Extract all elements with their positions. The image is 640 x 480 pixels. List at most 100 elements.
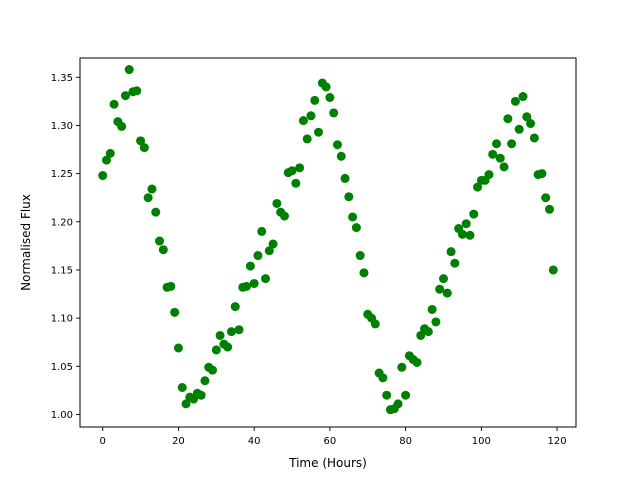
x-axis-label: Time (Hours) <box>288 456 367 470</box>
data-point <box>522 112 532 122</box>
data-point <box>510 96 520 106</box>
data-point <box>401 390 411 400</box>
data-point <box>488 149 498 159</box>
x-tick-label: 80 <box>399 436 412 447</box>
data-point <box>109 99 119 109</box>
data-point <box>348 212 358 222</box>
data-point <box>132 86 142 96</box>
data-point <box>158 245 168 255</box>
data-point <box>310 95 320 105</box>
data-point <box>344 192 354 202</box>
plot-frame <box>79 57 577 428</box>
data-point <box>181 399 191 409</box>
data-point <box>332 140 342 150</box>
data-point <box>249 278 259 288</box>
data-point <box>461 219 471 229</box>
data-point <box>431 317 441 327</box>
data-point <box>211 345 221 355</box>
data-point <box>416 330 426 340</box>
data-point <box>306 111 316 121</box>
data-point <box>495 153 505 163</box>
y-tick-label: 1.35 <box>51 73 73 84</box>
y-tick-label: 1.00 <box>51 410 73 421</box>
data-point <box>514 124 524 134</box>
x-tick-label: 20 <box>172 436 185 447</box>
y-tick-label: 1.10 <box>51 314 73 325</box>
data-point <box>245 261 255 271</box>
data-point <box>473 182 483 192</box>
data-point <box>351 223 361 233</box>
data-point <box>196 390 206 400</box>
data-point <box>340 173 350 183</box>
data-point <box>397 362 407 372</box>
data-point <box>321 82 331 92</box>
data-point <box>370 319 380 329</box>
data-point <box>423 327 433 337</box>
data-point <box>226 327 236 337</box>
y-tick-label: 1.25 <box>51 169 73 180</box>
data-point <box>491 139 501 149</box>
x-tick-label: 40 <box>248 436 261 447</box>
x-tick-label: 0 <box>100 436 106 447</box>
data-point <box>541 193 551 203</box>
y-tick-label: 1.30 <box>51 121 73 132</box>
data-point <box>143 193 153 203</box>
data-point <box>215 330 225 340</box>
data-point <box>435 284 445 294</box>
data-point <box>98 171 108 181</box>
data-point <box>325 93 335 102</box>
data-point <box>242 281 252 291</box>
data-point <box>166 281 176 291</box>
data-point <box>261 274 271 284</box>
data-point <box>336 151 346 161</box>
data-point <box>208 365 218 375</box>
data-point <box>139 143 149 153</box>
data-point <box>298 116 308 126</box>
x-tick-label: 60 <box>324 436 337 447</box>
data-point <box>147 184 157 194</box>
data-point <box>223 342 233 352</box>
data-point <box>295 163 305 173</box>
data-point <box>548 265 558 275</box>
data-point <box>173 343 183 353</box>
y-axis-ticks: 1.00 1.05 1.10 1.15 1.20 1.25 1.30 1.35 <box>51 73 80 421</box>
x-axis-ticks: 0 20 40 60 80 100 120 <box>100 427 567 447</box>
data-point <box>438 274 448 284</box>
data-point <box>177 383 187 392</box>
data-point <box>120 91 130 101</box>
y-tick-label: 1.15 <box>51 265 73 276</box>
data-point <box>155 236 165 246</box>
data-point <box>378 373 388 383</box>
data-point <box>124 65 134 75</box>
data-point <box>503 114 513 124</box>
x-tick-label: 100 <box>472 436 491 447</box>
data-point <box>484 170 494 180</box>
data-points <box>98 65 558 415</box>
data-point <box>253 251 263 261</box>
data-point <box>234 325 244 335</box>
data-point <box>526 119 536 129</box>
data-point <box>329 108 339 118</box>
data-point <box>170 307 180 317</box>
data-point <box>507 139 517 149</box>
data-point <box>230 302 240 312</box>
data-point <box>450 258 460 268</box>
data-point <box>412 357 422 367</box>
y-tick-label: 1.20 <box>51 217 73 228</box>
data-point <box>268 239 278 249</box>
data-point <box>272 198 282 208</box>
y-axis-label: Normalised Flux <box>19 194 33 291</box>
data-point <box>469 209 479 219</box>
data-point <box>427 304 437 314</box>
data-point <box>291 178 301 188</box>
data-point <box>499 162 509 172</box>
data-point <box>136 136 146 146</box>
data-point <box>457 229 467 239</box>
data-point <box>117 121 127 131</box>
data-point <box>382 390 392 400</box>
data-point <box>105 148 115 158</box>
data-point <box>314 127 324 137</box>
data-point <box>359 268 369 278</box>
